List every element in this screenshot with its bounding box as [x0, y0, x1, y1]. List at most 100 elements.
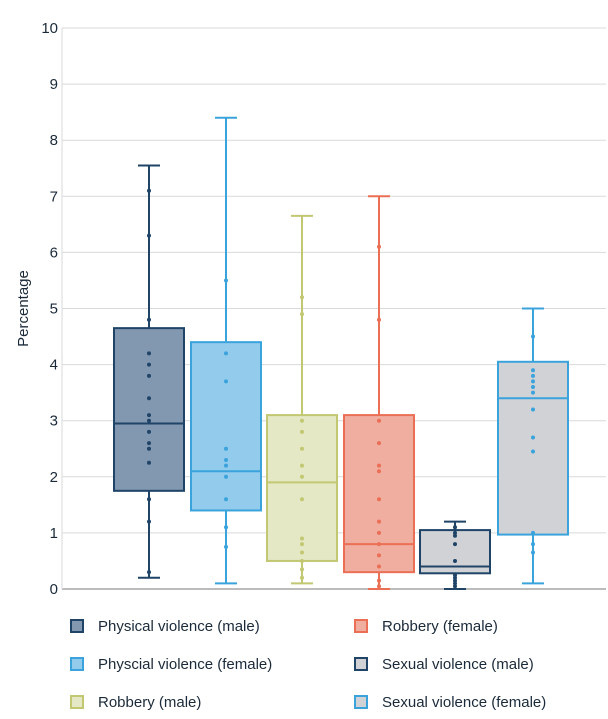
- data-point: [147, 519, 151, 524]
- legend-label: Physical violence (male): [98, 617, 260, 635]
- data-point: [453, 542, 457, 547]
- data-point: [300, 497, 304, 502]
- y-tick-label: 7: [50, 188, 58, 205]
- box-iqr: [497, 360, 569, 536]
- y-tick-label: 2: [50, 469, 58, 486]
- data-point: [531, 449, 535, 454]
- data-point: [453, 530, 457, 535]
- data-point: [224, 379, 228, 384]
- legend-swatch: [354, 657, 368, 671]
- legend-swatch: [70, 657, 84, 671]
- data-point: [453, 525, 457, 530]
- data-point: [147, 429, 151, 434]
- data-point: [224, 463, 228, 468]
- data-point: [377, 497, 381, 502]
- y-tick-label: 6: [50, 244, 58, 261]
- data-point: [147, 396, 151, 401]
- data-point: [377, 564, 381, 569]
- data-point: [300, 429, 304, 434]
- data-point: [531, 550, 535, 555]
- data-point: [531, 542, 535, 547]
- data-point: [453, 584, 457, 589]
- data-point: [531, 407, 535, 412]
- data-point: [531, 530, 535, 535]
- data-point: [453, 581, 457, 586]
- legend-swatch: [70, 619, 84, 633]
- data-point: [300, 558, 304, 563]
- data-point: [147, 460, 151, 465]
- data-point: [147, 418, 151, 423]
- legend-item-sexual-violence-female: Sexual violence (female): [354, 690, 546, 714]
- data-point: [377, 244, 381, 249]
- legend-label: Sexual violence (male): [382, 655, 534, 673]
- y-tick-label: 0: [50, 581, 58, 598]
- legend-swatch: [70, 695, 84, 709]
- data-point: [147, 362, 151, 367]
- data-point: [147, 373, 151, 378]
- y-tick-label: 5: [50, 301, 58, 318]
- data-point: [377, 418, 381, 423]
- data-point: [531, 435, 535, 440]
- data-point: [453, 575, 457, 580]
- box-iqr: [190, 341, 262, 512]
- data-point: [377, 441, 381, 446]
- data-point: [224, 474, 228, 479]
- data-point: [377, 553, 381, 558]
- data-point: [377, 530, 381, 535]
- legend-swatch: [354, 619, 368, 633]
- legend-item-robbery-female: Robbery (female): [354, 614, 498, 638]
- data-point: [300, 463, 304, 468]
- y-axis-title: Percentage: [15, 270, 32, 347]
- data-point: [300, 312, 304, 317]
- data-point: [531, 334, 535, 339]
- data-point: [224, 446, 228, 451]
- data-point: [300, 575, 304, 580]
- box-iqr: [343, 414, 415, 574]
- y-tick-label: 10: [41, 20, 58, 37]
- data-point: [377, 469, 381, 474]
- data-point: [224, 544, 228, 549]
- chart-legend: Physical violence (male) Physcial violen…: [70, 614, 608, 714]
- data-point: [300, 418, 304, 423]
- data-point: [300, 536, 304, 541]
- data-point: [453, 558, 457, 563]
- data-point: [531, 379, 535, 384]
- data-point: [224, 525, 228, 530]
- data-point: [453, 578, 457, 583]
- data-point: [147, 233, 151, 238]
- legend-item-physical-violence-female: Physcial violence (female): [70, 652, 272, 676]
- data-point: [224, 278, 228, 283]
- data-point: [147, 441, 151, 446]
- legend-swatch: [354, 695, 368, 709]
- legend-label: Robbery (male): [98, 693, 202, 711]
- data-point: [300, 567, 304, 572]
- data-point: [147, 317, 151, 322]
- data-point: [300, 550, 304, 555]
- data-point: [147, 351, 151, 356]
- data-point: [453, 533, 457, 538]
- data-point: [147, 497, 151, 502]
- data-point: [300, 295, 304, 300]
- data-point: [224, 351, 228, 356]
- legend-label: Sexual violence (female): [382, 693, 547, 711]
- data-point: [531, 373, 535, 378]
- legend-label: Physcial violence (female): [98, 655, 273, 673]
- data-point: [224, 457, 228, 462]
- y-tick-label: 1: [50, 525, 58, 542]
- data-point: [377, 578, 381, 583]
- data-point: [377, 317, 381, 322]
- data-point: [453, 572, 457, 577]
- legend-item-robbery-male: Robbery (male): [70, 690, 201, 714]
- data-point: [224, 497, 228, 502]
- y-tick-label: 9: [50, 76, 58, 93]
- data-point: [377, 519, 381, 524]
- data-point: [147, 188, 151, 193]
- data-point: [147, 570, 151, 575]
- y-tick-label: 3: [50, 413, 58, 430]
- box-plot-chart: 0 1 2 3 4 5 6 7 8 9 10 Percentage: [15, 20, 606, 598]
- data-point: [531, 390, 535, 395]
- legend-item-physical-violence-male: Physical violence (male): [70, 614, 260, 638]
- data-point: [377, 463, 381, 468]
- legend-item-sexual-violence-male: Sexual violence (male): [354, 652, 534, 676]
- data-point: [300, 474, 304, 479]
